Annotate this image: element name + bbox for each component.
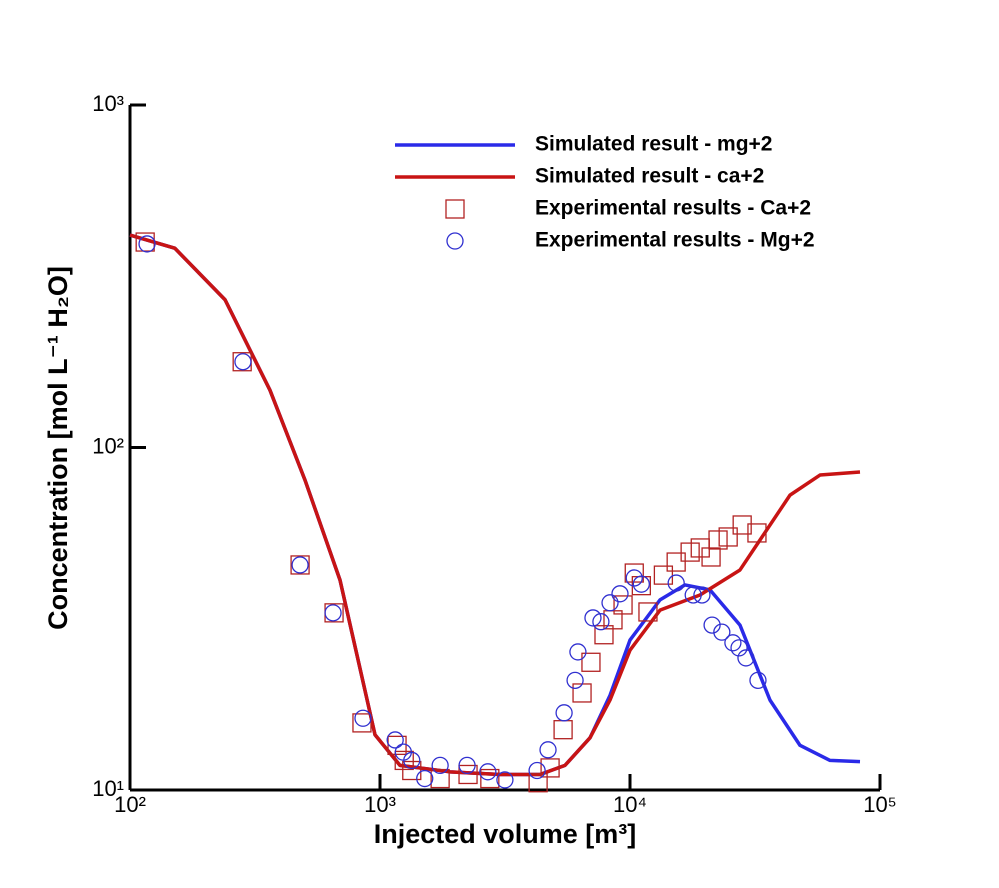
data-point [713,623,731,641]
data-point [666,552,686,572]
data-point [458,764,478,785]
data-point [613,595,633,615]
data-point [291,556,309,574]
data-point [480,768,500,789]
data-point [747,523,767,543]
data-point [138,235,156,253]
data-point [566,671,584,689]
series-line [129,233,861,777]
data-point [540,758,560,778]
data-point [708,530,728,550]
data-point [496,771,514,789]
data-point [324,604,342,622]
x-tick-label: 10² [114,792,146,817]
data-point [667,574,685,592]
legend-label: Experimental results - Mg+2 [535,229,815,252]
data-point [402,760,422,781]
data-point [528,773,548,793]
data-point [431,756,449,775]
x-axis-title: Injected volume [m³] [374,819,637,849]
data-point [684,586,702,604]
data-point [403,751,421,770]
x-tick-label: 10³ [364,792,396,817]
data-point [730,639,748,657]
legend-swatch [446,232,464,250]
data-point [354,709,372,727]
x-tick-label: 10⁵ [863,792,897,817]
data-point [632,575,650,593]
data-point [352,713,372,733]
y-axis-title: Concentration [mol L⁻¹ H₂O] [43,266,73,630]
series-line [129,233,861,777]
data-point [394,750,414,771]
data-point [611,585,629,603]
y-tick-label: 10³ [92,91,124,116]
data-point [638,602,658,622]
data-point [528,761,546,780]
data-point [555,704,573,722]
data-point [290,555,310,575]
legend-swatch [445,199,465,219]
data-point [234,353,252,371]
data-point [592,613,610,631]
legend-label: Simulated result - ca+2 [535,165,764,188]
data-point [693,586,711,604]
data-point [737,649,755,667]
data-point [584,609,602,627]
data-point [387,735,407,756]
data-point [572,683,592,703]
data-point [479,763,497,781]
y-tick-label: 10¹ [92,776,124,801]
data-point [539,741,557,759]
data-point [701,547,721,567]
data-point [416,769,434,788]
data-point [601,594,619,612]
data-point [625,569,643,587]
data-point [718,527,738,547]
legend-label: Experimental results - Ca+2 [535,197,811,220]
data-point [553,720,573,740]
data-point [703,616,721,634]
data-point [430,768,450,789]
data-point [569,643,587,661]
legend-label: Simulated result - mg+2 [535,133,772,156]
data-point [386,731,404,749]
data-point [732,515,752,535]
data-point [394,743,413,761]
data-point [458,756,476,775]
data-point [724,634,742,652]
x-tick-label: 10⁴ [613,792,647,817]
data-point [653,565,674,585]
data-point [581,652,601,672]
y-tick-label: 10² [92,433,124,458]
data-point [680,542,700,562]
data-point [749,671,767,689]
